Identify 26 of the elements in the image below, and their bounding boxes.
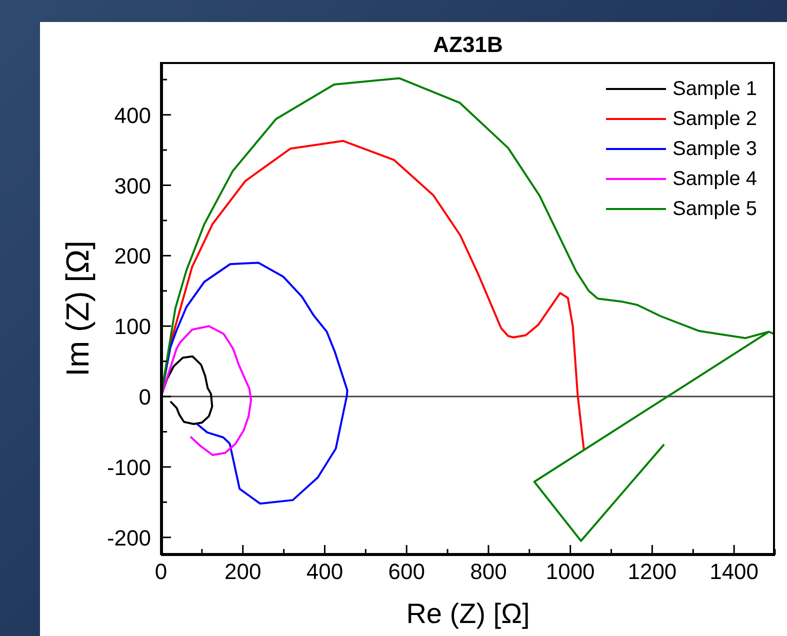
chart-title: AZ31B (432, 32, 504, 58)
y-tick-label: 200 (114, 244, 151, 269)
x-tick-label: 1400 (710, 559, 759, 584)
y-axis-title: Im (Z) [Ω] (60, 240, 96, 376)
x-tick-label: 600 (388, 559, 425, 584)
line-series (161, 262, 348, 505)
legend-label: Sample 3 (672, 138, 757, 160)
x-axis-title: Re (Z) [Ω] (405, 598, 531, 630)
line-series (161, 77, 775, 542)
y-tick-label: 300 (114, 173, 151, 198)
x-tick-label: 1000 (546, 559, 595, 584)
y-tick-label: -200 (106, 525, 151, 550)
x-tick-label: 1200 (628, 559, 677, 584)
x-tick-label: 0 (154, 559, 168, 584)
x-tick-label: 400 (306, 559, 344, 584)
y-tick-label: -100 (106, 454, 151, 480)
legend-label: Sample 5 (672, 198, 757, 220)
y-tick-label: 0 (138, 384, 151, 410)
legend-label: Sample 1 (672, 78, 757, 100)
x-tick-label: 800 (470, 559, 507, 584)
y-tick-label: 400 (114, 102, 151, 128)
legend-label: Sample 2 (672, 108, 757, 130)
y-tick-label: 100 (114, 314, 151, 340)
x-tick-label: 200 (224, 559, 262, 584)
line-series (161, 325, 252, 456)
legend-label: Sample 4 (672, 168, 757, 190)
